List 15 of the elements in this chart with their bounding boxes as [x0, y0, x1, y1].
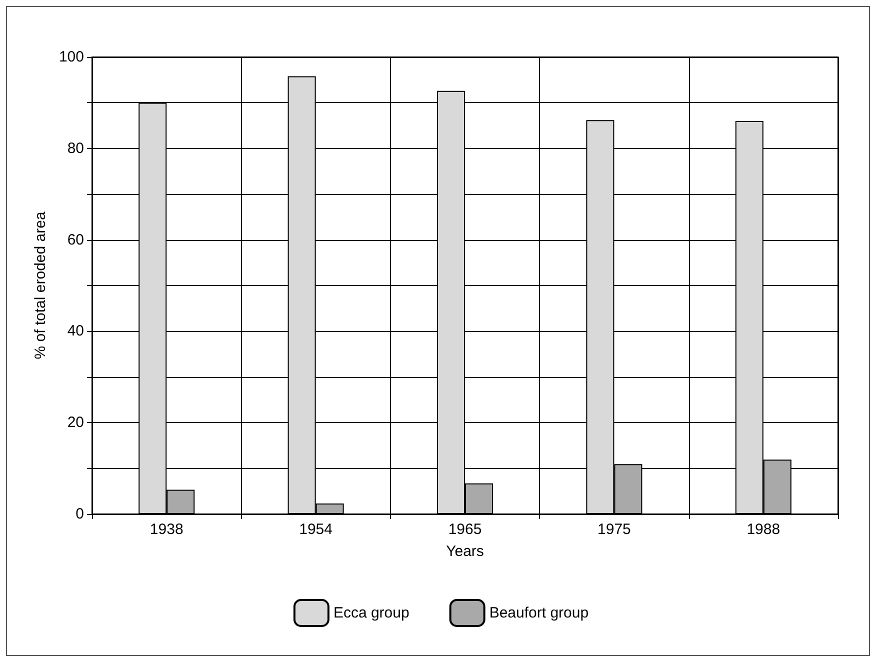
- y-tick-label: 60: [67, 231, 84, 248]
- y-tick-label: 20: [67, 414, 84, 432]
- y-tick-label: 40: [67, 322, 84, 340]
- y-tick-label: 100: [58, 48, 84, 66]
- y-tick-label: 0: [76, 506, 84, 522]
- x-tick-label: 1954: [299, 521, 332, 538]
- legend-label: Ecca group: [333, 604, 410, 622]
- x-tick-label: 1938: [150, 521, 184, 538]
- x-tick-label: 1975: [598, 521, 631, 538]
- x-tick-label: 1965: [448, 521, 482, 538]
- x-axis-title: Years: [446, 543, 484, 560]
- legend-label: Beaufort group: [489, 604, 589, 622]
- y-axis-title: % of total eroded area: [32, 211, 50, 360]
- y-tick-label: 80: [67, 140, 84, 157]
- x-tick-label: 1988: [746, 521, 780, 538]
